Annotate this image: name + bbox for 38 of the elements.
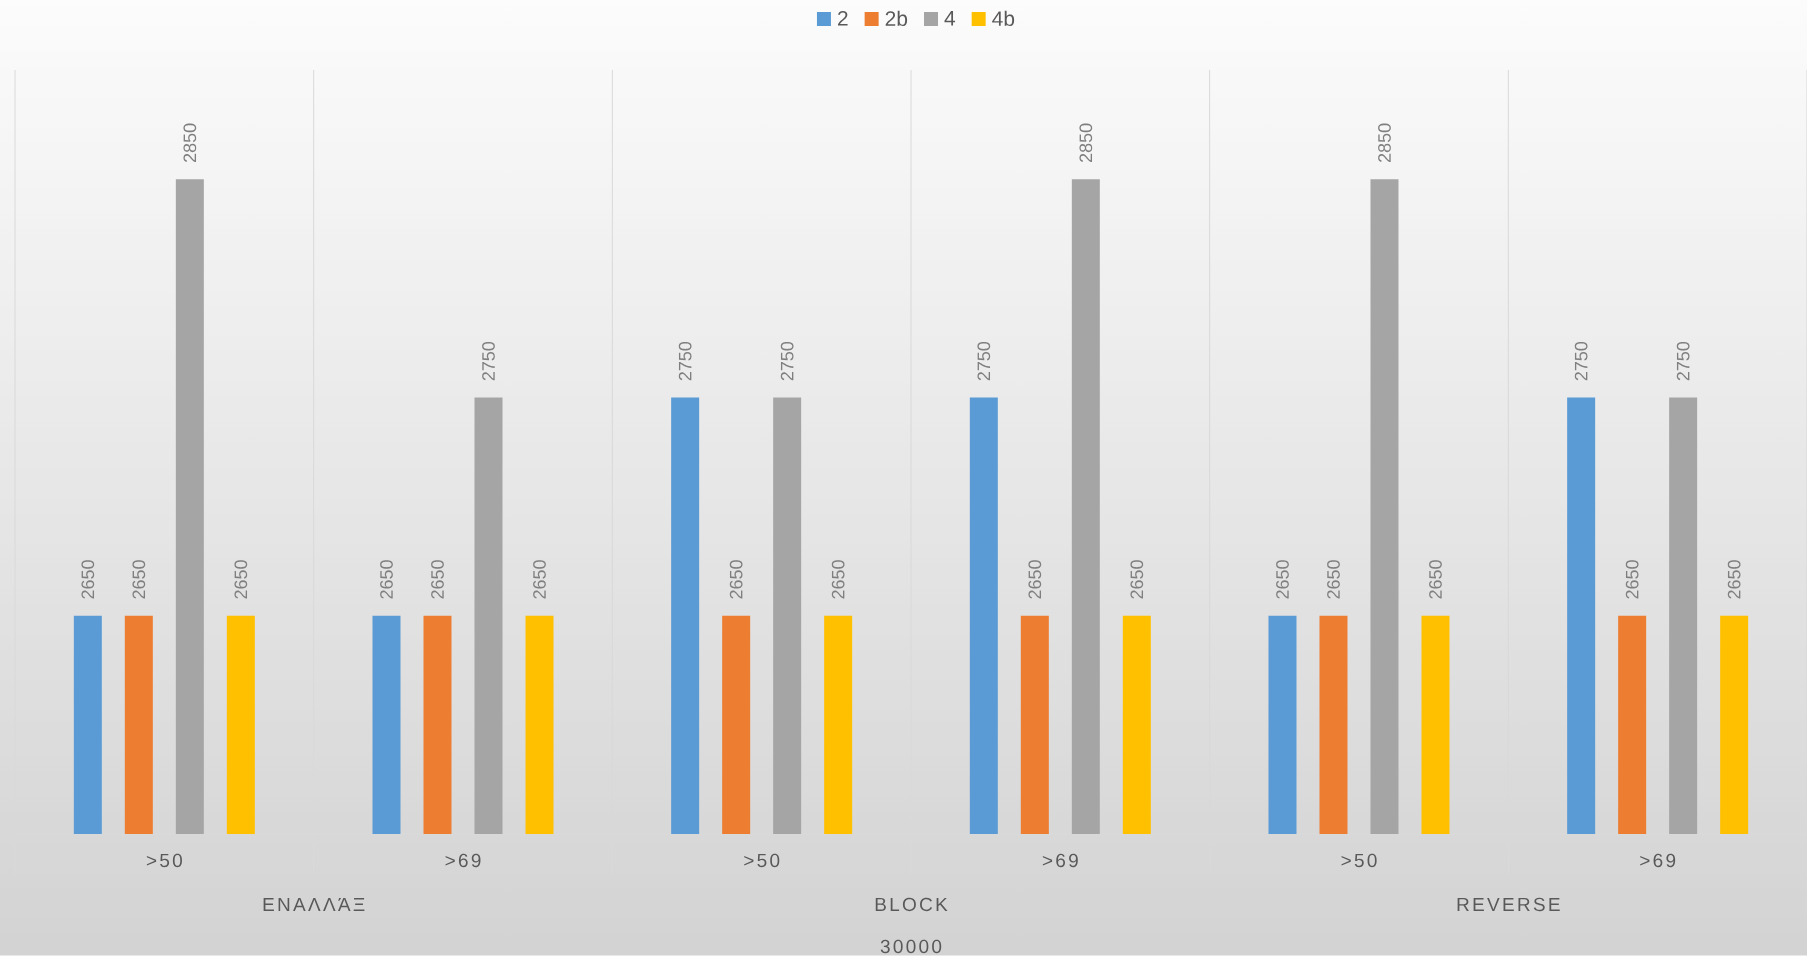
data-label: 2650 <box>1130 560 1144 599</box>
legend-label: 4 <box>944 11 956 26</box>
legend-label: 2b <box>885 10 908 27</box>
text: ΕΝΑΛΛΆΞ <box>263 897 365 911</box>
data-label: 2650 <box>132 560 146 599</box>
data-label: 2850 <box>183 123 197 163</box>
x-tick-label: >50 <box>146 853 182 868</box>
data-label: 2650 <box>1327 560 1340 599</box>
data-label: 2650 <box>1028 560 1042 599</box>
text: REVERSE <box>1457 897 1560 912</box>
data-label: 2650 <box>1727 560 1741 599</box>
data-label: 2750 <box>1574 341 1588 381</box>
data-label: 2650 <box>1625 560 1639 599</box>
data-label: 2650 <box>1429 560 1442 599</box>
data-label: 2750 <box>1676 341 1690 381</box>
data-label: 2650 <box>431 560 444 599</box>
data-label: 2850 <box>1079 123 1093 163</box>
data-label: 2750 <box>780 341 794 381</box>
data-label: 2850 <box>1378 123 1391 163</box>
x-tick-label: >50 <box>1341 853 1377 868</box>
data-label: 2750 <box>678 341 692 381</box>
data-label: 2750 <box>977 341 991 381</box>
data-label: 2650 <box>380 560 393 599</box>
legend-label: 2 <box>838 10 848 26</box>
x-tick-label: >69 <box>1640 853 1676 868</box>
data-label: 2650 <box>831 560 845 599</box>
x-tick-label: >69 <box>1042 853 1078 868</box>
data-label: 2650 <box>234 560 248 599</box>
x-tick-label: >69 <box>445 853 481 868</box>
data-label: 2650 <box>729 560 743 599</box>
legend-label: 4b <box>992 10 1015 27</box>
data-label: 2650 <box>533 560 546 599</box>
data-label: 2650 <box>81 560 95 599</box>
x-tick-label: >50 <box>744 853 780 868</box>
data-label: 2650 <box>1276 560 1289 599</box>
text: BLOCK <box>875 897 948 912</box>
data-label: 2750 <box>482 341 495 381</box>
x-axis-title: 30000 <box>880 939 942 954</box>
